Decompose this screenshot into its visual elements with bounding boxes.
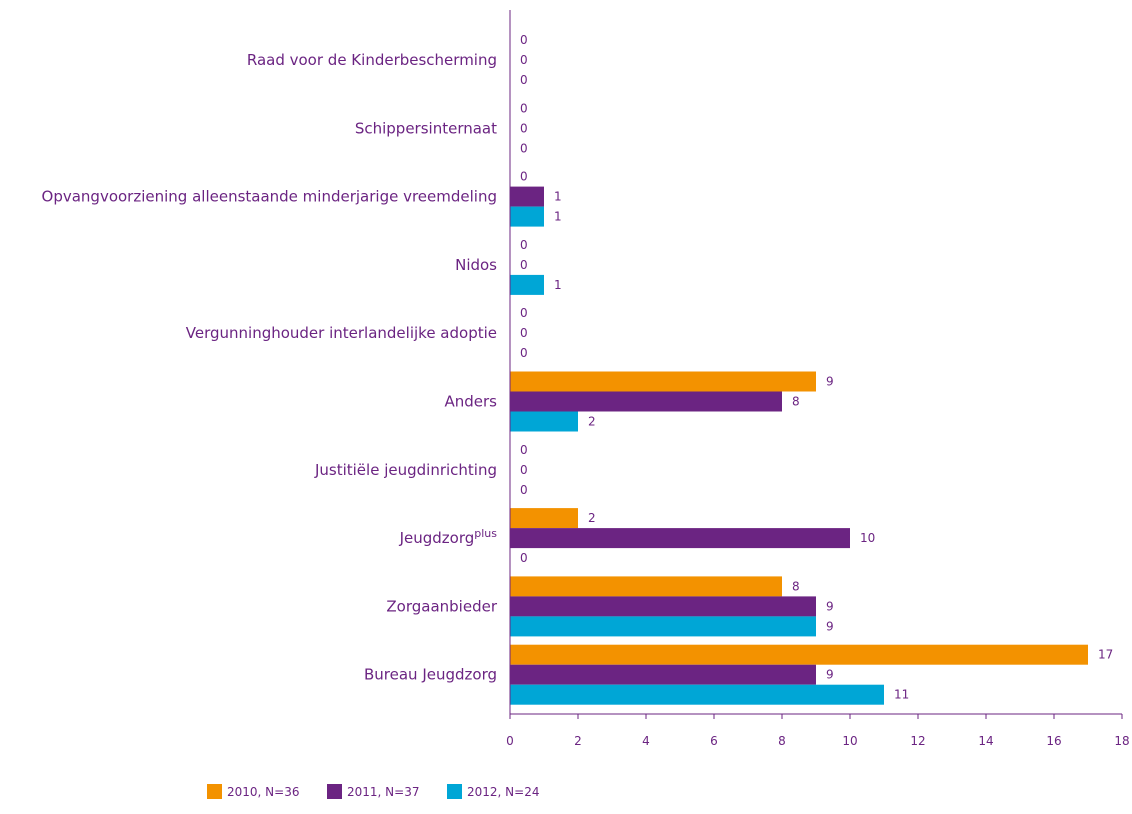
value-label: 0 xyxy=(520,346,528,360)
x-tick-label: 6 xyxy=(710,734,718,748)
value-label: 0 xyxy=(520,101,528,115)
x-tick-label: 14 xyxy=(978,734,993,748)
value-label: 8 xyxy=(792,395,800,409)
bar xyxy=(510,274,544,295)
bars-group xyxy=(510,186,1088,705)
value-label: 0 xyxy=(520,121,528,135)
bar xyxy=(510,576,782,597)
x-tick-label: 10 xyxy=(842,734,857,748)
value-label: 0 xyxy=(520,33,528,47)
x-tick-label: 16 xyxy=(1046,734,1061,748)
legend-swatch xyxy=(447,784,462,799)
legend-label: 2012, N=24 xyxy=(467,785,539,799)
value-label: 0 xyxy=(520,326,528,340)
value-label: 9 xyxy=(826,375,834,389)
value-label: 2 xyxy=(588,415,596,429)
bar xyxy=(510,508,578,529)
bar xyxy=(510,664,816,685)
category-label: Vergunninghouder interlandelijke adoptie xyxy=(186,324,497,342)
x-tick-label: 12 xyxy=(910,734,925,748)
value-label: 8 xyxy=(792,579,800,593)
legend-label: 2011, N=37 xyxy=(347,785,419,799)
value-label: 9 xyxy=(826,599,834,613)
category-label: Jeugdzorgplus xyxy=(399,527,498,547)
value-label: 1 xyxy=(554,278,562,292)
category-label: Opvangvoorziening alleenstaande minderja… xyxy=(42,188,497,206)
category-labels-group: Raad voor de Kinderbescherming Schippersi… xyxy=(42,51,498,684)
category-label: Schippersinternaat xyxy=(355,119,497,137)
value-label: 0 xyxy=(520,551,528,565)
category-label: Zorgaanbieder xyxy=(386,597,497,615)
bar xyxy=(510,371,816,392)
value-label: 10 xyxy=(860,531,875,545)
bar xyxy=(510,684,884,705)
value-label: 0 xyxy=(520,170,528,184)
legend-swatch xyxy=(207,784,222,799)
category-label: Justitiële jeugdinrichting xyxy=(314,461,497,479)
x-tick-label: 0 xyxy=(506,734,514,748)
value-label: 9 xyxy=(826,668,834,682)
value-label: 0 xyxy=(520,463,528,477)
bar xyxy=(510,186,544,207)
bar xyxy=(510,391,782,412)
value-label: 1 xyxy=(554,190,562,204)
category-label: Anders xyxy=(445,393,498,411)
legend: 2010, N=36 2011, N=37 2012, N=24 xyxy=(207,784,539,799)
x-tick-label: 4 xyxy=(642,734,650,748)
value-label: 0 xyxy=(520,73,528,87)
legend-label: 2010, N=36 xyxy=(227,785,299,799)
value-label: 11 xyxy=(894,688,909,702)
value-label: 0 xyxy=(520,53,528,67)
value-label: 9 xyxy=(826,619,834,633)
legend-swatch xyxy=(327,784,342,799)
bar xyxy=(510,644,1088,665)
bar xyxy=(510,596,816,617)
value-label: 0 xyxy=(520,443,528,457)
value-label: 1 xyxy=(554,210,562,224)
x-tick-label: 2 xyxy=(574,734,582,748)
x-tick-label: 18 xyxy=(1114,734,1129,748)
value-label: 0 xyxy=(520,141,528,155)
bar xyxy=(510,411,578,432)
category-label: Nidos xyxy=(455,256,497,274)
x-tick-label: 8 xyxy=(778,734,786,748)
category-label: Bureau Jeugdzorg xyxy=(364,666,497,684)
axes-group: 0 2 4 6 8 10 12 14 16 18 xyxy=(506,10,1130,748)
bar xyxy=(510,206,544,227)
category-label: Raad voor de Kinderbescherming xyxy=(247,51,497,69)
bar xyxy=(510,528,850,549)
value-label: 0 xyxy=(520,238,528,252)
value-label: 17 xyxy=(1098,648,1113,662)
bar xyxy=(510,616,816,637)
value-label: 0 xyxy=(520,306,528,320)
value-label: 0 xyxy=(520,483,528,497)
value-label: 2 xyxy=(588,511,596,525)
value-label: 0 xyxy=(520,258,528,272)
